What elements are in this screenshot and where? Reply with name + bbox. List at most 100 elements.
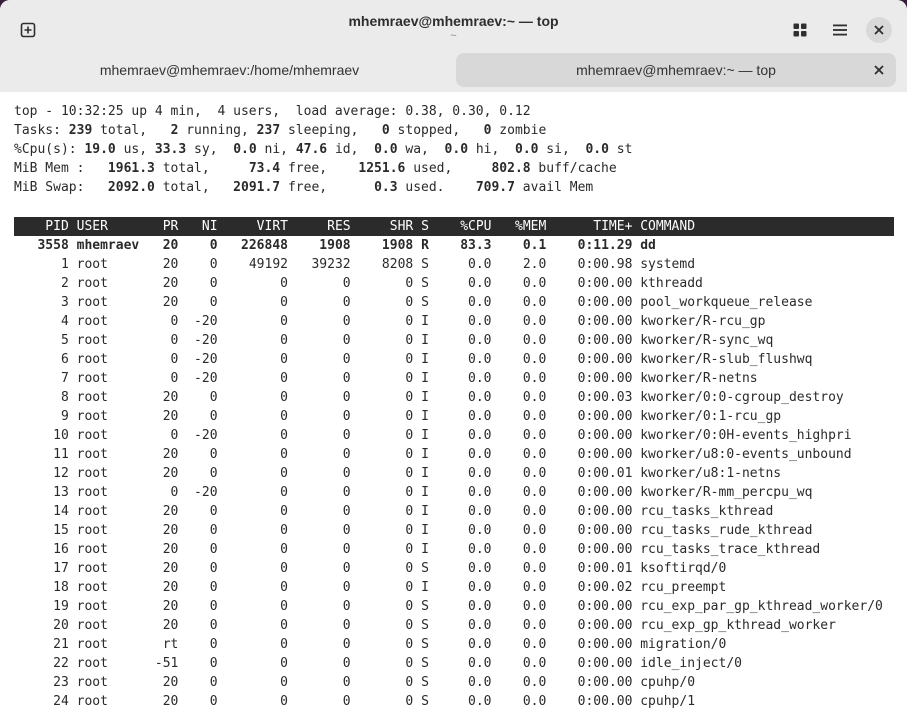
- cell-cmd: rcu_tasks_trace_kthread: [640, 542, 821, 557]
- cell-res: 0: [295, 599, 359, 614]
- window-close-button[interactable]: [866, 17, 892, 43]
- cell-time: 0:00.00: [554, 542, 641, 557]
- cell-mem: 0.0: [499, 561, 555, 576]
- overview-button[interactable]: [786, 16, 814, 44]
- process-row: 4 root 0 -20 0 0 0 I 0.0 0.0 0:00.00 kwo…: [14, 312, 766, 331]
- cell-pr: 20: [147, 447, 187, 462]
- process-row: 18 root 20 0 0 0 0 I 0.0 0.0 0:00.02 rcu…: [14, 578, 726, 597]
- cell-cpu: 0.0: [444, 352, 500, 367]
- cell-mem: 0.1: [499, 238, 555, 253]
- cell-mem: 0.0: [499, 447, 555, 462]
- process-row: 22 root -51 0 0 0 0 S 0.0 0.0 0:00.00 id…: [14, 654, 742, 673]
- cell-pr: 0: [147, 352, 187, 367]
- cell-shr: 0: [358, 523, 422, 538]
- cell-cpu: 0.0: [444, 333, 500, 348]
- cell-virt: 0: [225, 314, 296, 329]
- cell-pr: 20: [147, 238, 187, 253]
- cell-s: I: [421, 409, 445, 424]
- tab-top[interactable]: mhemraev@mhemraev:~ — top: [456, 53, 896, 87]
- cell-s: S: [421, 675, 445, 690]
- tab-close-button[interactable]: [870, 61, 888, 79]
- cell-cpu: 0.0: [444, 276, 500, 291]
- cell-cmd: kworker/u8:0-events_unbound: [640, 447, 852, 462]
- process-row: 9 root 20 0 0 0 0 I 0.0 0.0 0:00.00 kwor…: [14, 407, 781, 426]
- tab-label: mhemraev@mhemraev:/home/mhemraev: [99, 62, 360, 78]
- process-row: 7 root 0 -20 0 0 0 I 0.0 0.0 0:00.00 kwo…: [14, 369, 758, 388]
- cell-time: 0:00.00: [554, 618, 641, 633]
- cell-pr: -51: [147, 656, 187, 671]
- cell-pid: 3558: [14, 238, 77, 253]
- process-table-header: PID USER PR NI VIRT RES SHR S %CPU %MEM …: [14, 217, 695, 236]
- cell-cpu: 0.0: [444, 428, 500, 443]
- cell-s: I: [421, 428, 445, 443]
- tab-home[interactable]: mhemraev@mhemraev:/home/mhemraev: [8, 53, 451, 87]
- cell-user: root: [76, 371, 148, 386]
- cell-ni: 0: [186, 580, 226, 595]
- cell-user: root: [76, 447, 148, 462]
- cell-pr: 20: [147, 675, 187, 690]
- cell-cmd: kworker/0:1-rcu_gp: [640, 409, 782, 424]
- cell-mem: 0.0: [499, 599, 555, 614]
- cell-shr: 0: [358, 656, 422, 671]
- cell-user: root: [76, 599, 148, 614]
- cell-cmd: kworker/R-slub_flushwq: [640, 352, 813, 367]
- cell-time: 0:00.00: [554, 599, 641, 614]
- cell-virt: 0: [225, 561, 296, 576]
- cell-mem: 0.0: [499, 371, 555, 386]
- cell-ni: 0: [186, 504, 226, 519]
- process-row: 13 root 0 -20 0 0 0 I 0.0 0.0 0:00.00 kw…: [14, 483, 812, 502]
- cell-shr: 0: [358, 599, 422, 614]
- cell-mem: %MEM: [499, 219, 555, 234]
- cell-res: 0: [295, 542, 359, 557]
- cell-cpu: 0.0: [444, 485, 500, 500]
- cell-pr: 20: [147, 694, 187, 709]
- cell-virt: 0: [225, 542, 296, 557]
- cell-pid: 6: [14, 352, 77, 367]
- cell-shr: 0: [358, 580, 422, 595]
- cell-res: 0: [295, 637, 359, 652]
- cell-res: 0: [295, 428, 359, 443]
- cell-time: 0:00.03: [554, 390, 641, 405]
- cell-res: 0: [295, 333, 359, 348]
- new-tab-button[interactable]: [14, 16, 42, 44]
- cell-cpu: 0.0: [444, 466, 500, 481]
- cell-mem: 0.0: [499, 637, 555, 652]
- cell-res: 0: [295, 371, 359, 386]
- cell-mem: 0.0: [499, 352, 555, 367]
- cell-cmd: rcu_exp_par_gp_kthread_worker/0: [640, 599, 883, 614]
- cell-shr: 0: [358, 390, 422, 405]
- cell-time: 0:00.00: [554, 656, 641, 671]
- process-row: 8 root 20 0 0 0 0 I 0.0 0.0 0:00.03 kwor…: [14, 388, 844, 407]
- cell-virt: 226848: [225, 238, 296, 253]
- process-table-header-bar: [14, 217, 894, 236]
- cell-ni: NI: [186, 219, 226, 234]
- terminal-output[interactable]: top - 10:32:25 up 4 min, 4 users, load a…: [0, 92, 907, 716]
- cell-ni: -20: [186, 428, 226, 443]
- cell-ni: -20: [186, 485, 226, 500]
- tab-close-icon: [874, 65, 884, 75]
- cell-mem: 0.0: [499, 428, 555, 443]
- cell-cpu: 0.0: [444, 409, 500, 424]
- cell-cmd: pool_workqueue_release: [640, 295, 813, 310]
- cell-res: 0: [295, 466, 359, 481]
- cell-s: S: [421, 656, 445, 671]
- main-menu-button[interactable]: [826, 16, 854, 44]
- cell-time: 0:00.00: [554, 428, 641, 443]
- cell-pr: 0: [147, 333, 187, 348]
- cell-s: I: [421, 485, 445, 500]
- cell-ni: -20: [186, 333, 226, 348]
- cell-virt: 0: [225, 485, 296, 500]
- cell-time: 0:00.00: [554, 485, 641, 500]
- cell-shr: 8208: [358, 257, 422, 272]
- cell-pr: 20: [147, 561, 187, 576]
- cell-cmd: kworker/R-sync_wq: [640, 333, 774, 348]
- cell-time: 0:00.00: [554, 637, 641, 652]
- cell-res: 1908: [295, 238, 359, 253]
- cell-pr: 0: [147, 485, 187, 500]
- cell-user: root: [76, 390, 148, 405]
- cell-virt: 0: [225, 466, 296, 481]
- cell-pr: 0: [147, 314, 187, 329]
- cell-user: USER: [76, 219, 148, 234]
- process-row: 24 root 20 0 0 0 0 S 0.0 0.0 0:00.00 cpu…: [14, 692, 695, 711]
